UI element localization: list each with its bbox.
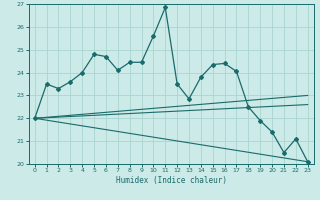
X-axis label: Humidex (Indice chaleur): Humidex (Indice chaleur): [116, 176, 227, 185]
